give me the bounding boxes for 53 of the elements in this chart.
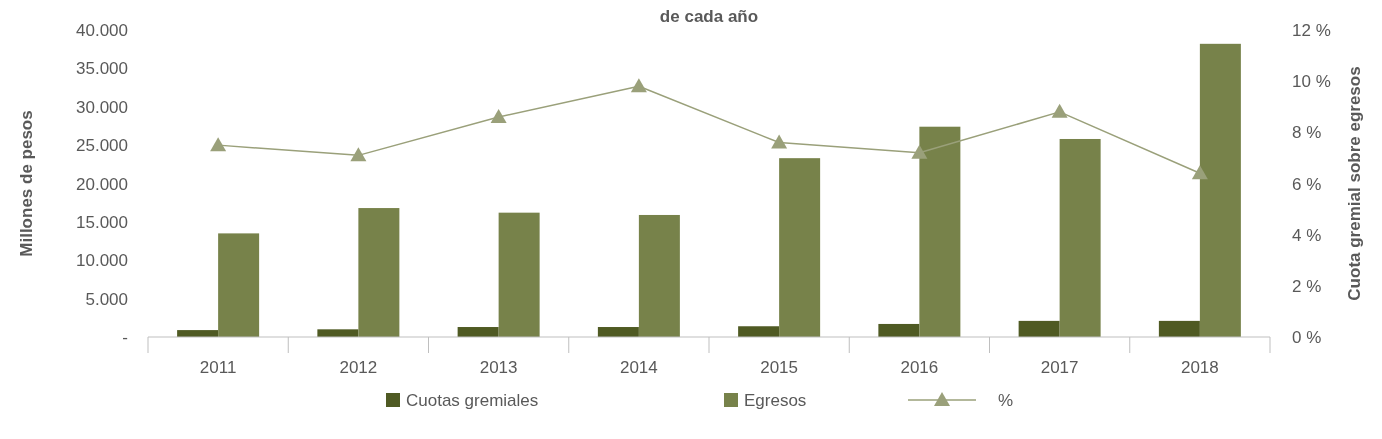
- bar: [218, 233, 260, 337]
- point: [490, 108, 507, 123]
- y-tick-label: -: [122, 328, 128, 347]
- point: [1051, 103, 1068, 118]
- y2-tick-label: 0 %: [1292, 328, 1322, 347]
- point: [350, 147, 367, 162]
- bar: [919, 126, 961, 337]
- x-tick-label: 2015: [760, 358, 799, 377]
- bar: [878, 323, 920, 337]
- y-tick-label: 40.000: [76, 21, 128, 40]
- x-tick-label: 2018: [1180, 358, 1219, 377]
- y-tick-label: 35.000: [76, 59, 128, 79]
- x-tick-label: 2014: [619, 358, 658, 377]
- y2-tick-label: 6 %: [1292, 174, 1322, 194]
- y-tick-label: 30.000: [76, 97, 128, 117]
- bar: [498, 212, 540, 337]
- y-tick-label: 25.000: [76, 136, 128, 156]
- point: [630, 78, 647, 93]
- y2-tick-label: 8 %: [1292, 123, 1322, 143]
- y2-tick-label: 2 %: [1292, 276, 1322, 296]
- bar: [317, 329, 359, 337]
- bar: [358, 208, 400, 337]
- legend-label: Egresos: [744, 391, 807, 410]
- y-tick-label: 10.000: [76, 251, 128, 271]
- point: [911, 144, 928, 159]
- point: [1191, 165, 1208, 180]
- y2-tick-label: 12 %: [1292, 21, 1331, 40]
- y2-axis-title: Cuota gremial sobre egresos: [1345, 66, 1364, 301]
- bar: [597, 327, 639, 337]
- bar: [1059, 138, 1101, 337]
- x-tick-label: 2012: [339, 358, 378, 377]
- legend-label: %: [998, 391, 1014, 410]
- bar: [638, 214, 680, 337]
- point: [210, 137, 227, 152]
- legend-label: Cuotas gremiales: [406, 391, 539, 410]
- point: [771, 134, 788, 149]
- y-tick-label: 20.000: [76, 174, 128, 194]
- x-tick-label: 2013: [479, 358, 518, 377]
- y-tick-label: 15.000: [76, 212, 128, 232]
- y2-tick-label: 4 %: [1292, 225, 1322, 245]
- x-tick-label: 2016: [900, 358, 939, 377]
- bar: [779, 158, 821, 337]
- bar: [1199, 43, 1241, 337]
- x-tick-label: 2011: [199, 358, 237, 377]
- bar: [1158, 320, 1200, 337]
- x-tick-label: 2017: [1040, 358, 1079, 377]
- chart-title: de cada año: [659, 7, 759, 26]
- bar: [1018, 320, 1060, 337]
- y2-tick-label: 10 %: [1292, 72, 1331, 92]
- y-tick-label: 5.000: [85, 289, 128, 309]
- bar: [457, 327, 499, 337]
- y-axis-title: Millones de pesos: [17, 110, 36, 257]
- bar: [738, 326, 780, 337]
